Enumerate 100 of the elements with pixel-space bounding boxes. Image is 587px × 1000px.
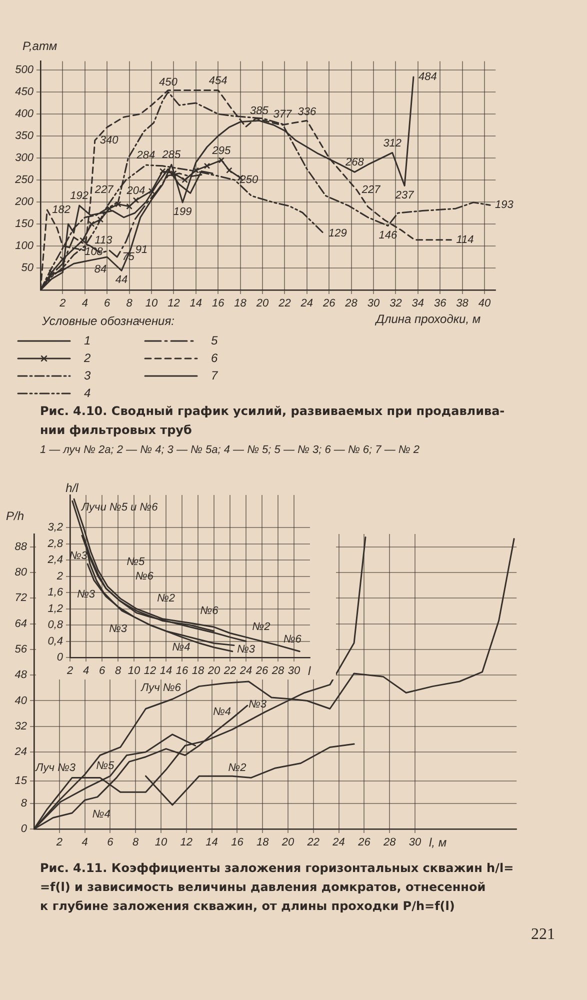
x-tick-label: 16 [212, 298, 226, 310]
x-tick-label: 26 [357, 836, 372, 849]
x-tick-label: 12 [180, 836, 193, 849]
annotation: №3 [76, 588, 96, 601]
y-axis-title: h/l [66, 481, 79, 495]
text: 1 — луч № 2а; 2 — № 4; 3 — № 5а; 4 — № 5; 5 — № 3; 6 — № 6; 7 — № 2 [40, 443, 420, 457]
x-tick-label: 28 [270, 665, 285, 678]
annotation: 336 [298, 106, 317, 118]
annotation: №6 [135, 570, 154, 582]
x-tick-label: 14 [190, 298, 202, 310]
annotation: №2 [156, 592, 176, 605]
data-label: 146 [378, 229, 398, 242]
x-tick-label: 30 [367, 298, 380, 310]
x-tick-label: 8 [132, 836, 140, 849]
y-tick-label: 3,2 [48, 522, 63, 534]
data-label: 340 [100, 134, 120, 146]
x-tick-label: 20 [206, 665, 221, 678]
x-axis-title: l, м [429, 835, 447, 850]
data-label: 113 [94, 234, 114, 246]
y-tick-label: 250 [14, 174, 34, 186]
x-tick-label: 26 [254, 665, 269, 678]
y-tick-label: 0,4 [48, 635, 63, 648]
x-tick-label: 30 [288, 665, 301, 678]
x-tick-label: 30 [408, 836, 422, 849]
data-label: 44 [115, 274, 128, 286]
data-label: 227 [94, 184, 114, 196]
data-label: 285 [161, 149, 182, 162]
y-tick-label: 200 [14, 196, 34, 208]
annotation: №5 [126, 556, 146, 568]
data-label: 312 [383, 137, 402, 150]
data-label: 193 [495, 199, 514, 212]
x-axis-title: l [308, 664, 311, 678]
x-tick-label: 22 [222, 665, 236, 678]
annotation: №3 [108, 623, 128, 636]
data-label: 227 [360, 184, 382, 196]
legend-label: 7 [211, 368, 219, 382]
y-tick-label: 32 [14, 720, 27, 732]
data-label: 91 [135, 244, 148, 256]
x-tick-label: 6 [104, 298, 112, 310]
y-tick-label: 8 [20, 797, 28, 810]
data-label: 484 [418, 71, 437, 84]
legend-label: 5 [211, 333, 218, 348]
y-tick-label: 0 [20, 823, 28, 836]
legend-label: 2 [83, 350, 91, 365]
x-axis-title: Длина проходки, м [374, 312, 481, 326]
x-tick-label: 16 [176, 665, 189, 678]
legend-label: 4 [84, 386, 91, 400]
x-tick-label: 10 [128, 665, 141, 678]
x-tick-label: 32 [390, 298, 402, 310]
y-tick-label: 40 [14, 694, 28, 707]
x-tick-label: 2 [66, 665, 74, 678]
y-tick-label: 1,2 [48, 602, 63, 615]
data-label: 192 [70, 190, 89, 202]
y-tick-label: 48 [14, 669, 28, 682]
x-tick-label: 24 [332, 836, 345, 849]
legend-title: Условные обозначения: [41, 314, 174, 328]
x-tick-label: 24 [238, 665, 252, 678]
data-label: 84 [94, 264, 107, 276]
annotation: №3 [236, 643, 256, 656]
x-tick-label: 34 [412, 298, 424, 310]
text: 221 [530, 926, 555, 944]
y-tick-label: 450 [15, 86, 34, 98]
data-label: 129 [328, 227, 347, 240]
x-tick-label: 4 [82, 665, 90, 678]
x-tick-label: 20 [280, 836, 295, 849]
annotation: №5 [96, 760, 116, 772]
y-axis-title: P/h [6, 509, 24, 523]
data-label: 450 [158, 76, 178, 89]
x-tick-label: 36 [434, 298, 448, 310]
x-tick-label: 22 [278, 298, 291, 310]
data-label: 284 [136, 150, 156, 162]
y-tick-label: 88 [14, 540, 28, 553]
y-tick-label: 72 [14, 592, 27, 604]
x-tick-label: 14 [206, 836, 218, 849]
y-tick-label: 150 [15, 218, 34, 230]
y-tick-label: 56 [14, 643, 28, 656]
x-tick-label: 18 [234, 298, 248, 310]
x-tick-label: 12 [168, 298, 180, 310]
x-tick-label: 8 [126, 298, 134, 310]
x-tick-label: 20 [255, 298, 270, 310]
data-label: 295 [211, 144, 232, 157]
x-tick-label: 12 [144, 665, 156, 678]
x-tick-label: 22 [306, 836, 320, 849]
x-tick-label: 10 [145, 298, 158, 310]
x-tick-label: 40 [478, 298, 492, 310]
text: Рис. 4.10. Сводный график усилий, развиваемых при продавлива- нии фильтровых труб [40, 403, 506, 439]
data-label: 108 [84, 246, 104, 258]
x-tick-label: 6 [98, 665, 106, 678]
x-tick-label: 14 [160, 665, 172, 678]
y-axis-title: P,атм [22, 39, 58, 54]
y-tick-label: 300 [15, 152, 34, 164]
annotation: №2 [228, 762, 246, 774]
x-tick-label: 18 [256, 836, 270, 849]
x-tick-label: 38 [456, 298, 470, 310]
annotation: №4 [172, 641, 190, 654]
annotation: Лучи №5 и №6 [80, 501, 159, 514]
y-tick-label: 2,4 [46, 554, 63, 566]
data-label: 237 [394, 189, 415, 202]
data-label: 182 [52, 204, 71, 216]
x-tick-label: 24 [300, 298, 314, 310]
